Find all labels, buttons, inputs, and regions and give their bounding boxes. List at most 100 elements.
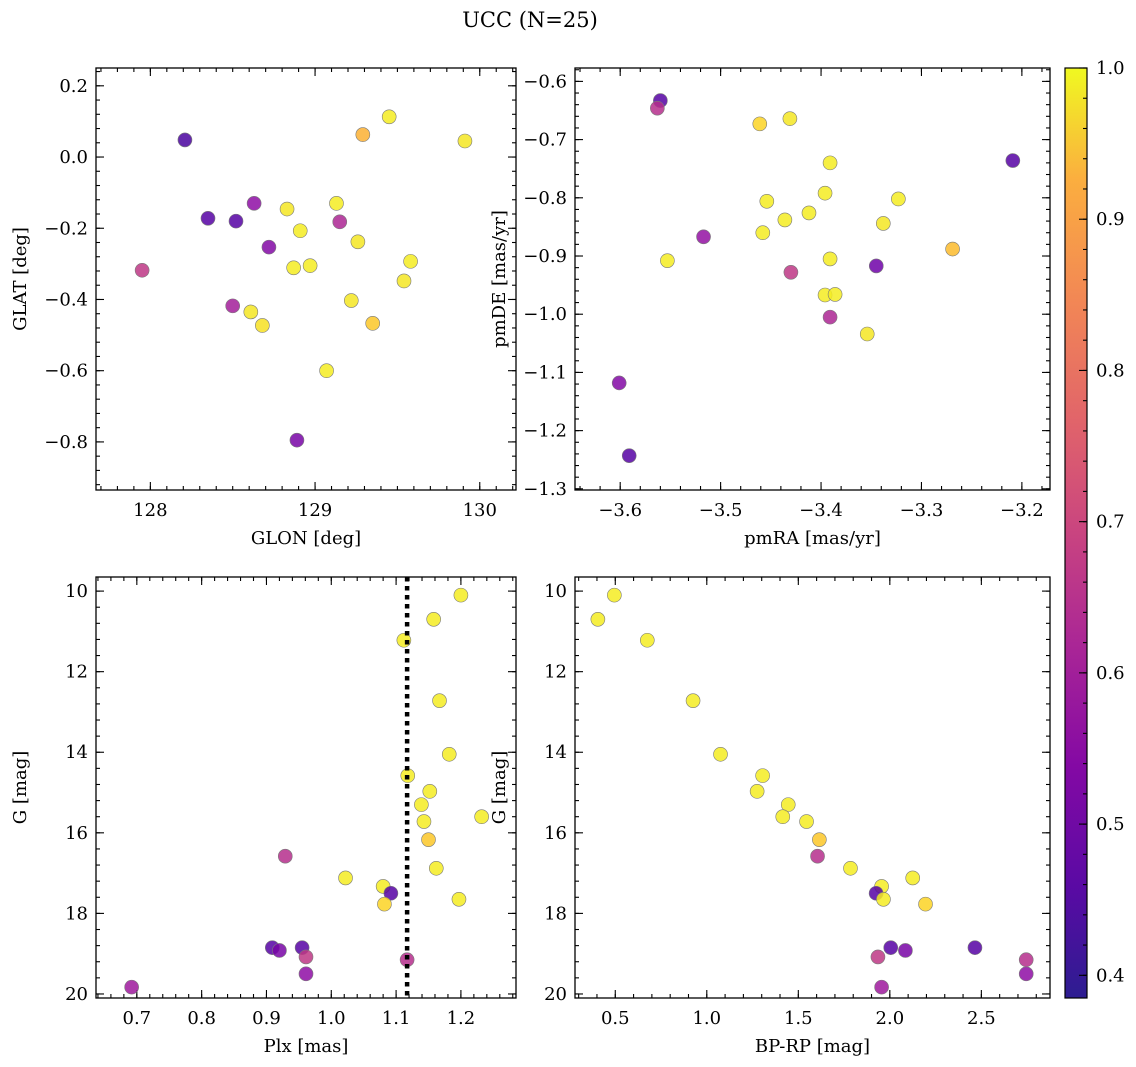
x-tick-label: 2.5 (967, 1008, 996, 1029)
x-tick-label: 1.2 (447, 1008, 476, 1029)
scatter-point (685, 693, 701, 708)
scatter-point (1018, 952, 1034, 968)
scatter-point (883, 940, 899, 955)
scatter-point (286, 260, 301, 276)
x-axis-label: BP-RP [mag] (755, 1036, 870, 1057)
colorbar-tick-label: 0.4 (1096, 965, 1125, 986)
colorbar-tick-label: 0.9 (1096, 209, 1125, 230)
scatter-point (817, 185, 833, 201)
colorbar-tick-label: 0.7 (1096, 512, 1125, 533)
panel-parallax-magnitude: 0.7 0.8 0.9 1.0 1.1 1.2 10 12 14 16 18 20 Plx [mas] G… (10, 576, 517, 1057)
x-axis-label: pmRA [mas/yr] (744, 528, 881, 549)
x-tick-label: 1.1 (382, 1008, 411, 1029)
scatter-point (426, 612, 441, 627)
scatter-point (891, 191, 906, 207)
x-tick-label: 0.8 (187, 1008, 216, 1029)
scatter-point (243, 304, 259, 320)
y-tick-label: 12 (544, 662, 567, 683)
figure-title: UCC (N=25) (462, 8, 598, 32)
scatter-point (302, 258, 318, 273)
scatter-point (277, 848, 293, 864)
scatter-point (783, 265, 799, 280)
scatter-point (134, 262, 150, 278)
scatter-point (1018, 966, 1034, 982)
y-tick-label: −0.6 (523, 71, 567, 92)
scatter-point (383, 885, 399, 901)
y-tick-label: −0.9 (523, 246, 567, 267)
y-tick-label: 14 (65, 742, 88, 763)
scatter-point (422, 784, 438, 799)
y-tick-label: −0.4 (44, 289, 88, 310)
scatter-point (822, 309, 838, 325)
scatter-point (590, 612, 606, 627)
scatter-point (338, 870, 353, 886)
scatter-point (377, 896, 392, 912)
y-tick-label: 20 (65, 984, 88, 1005)
y-tick-label: −0.2 (44, 218, 88, 239)
panel-galactic-coords: 128 129 130 0.2 0.0 −0.2 −0.4 −0.6 −0.8 GLON [deg… (10, 67, 517, 549)
x-tick-label: −3.2 (1000, 500, 1044, 521)
y-tick-label: 14 (544, 742, 567, 763)
y-axis-label: GLAT [deg] (10, 227, 31, 331)
scatter-point (474, 809, 489, 825)
x-axis-label: Plx [mas] (264, 1036, 349, 1057)
plot-frame (574, 67, 1051, 491)
scatter-point (859, 326, 875, 342)
y-tick-label: −0.6 (44, 361, 88, 382)
scatter-point (298, 966, 314, 982)
y-tick-label: −1.2 (523, 421, 567, 442)
scatter-point (777, 212, 793, 228)
y-axis-label: G [mag] (10, 751, 31, 824)
panel-proper-motion: −3.6 −3.5 −3.4 −3.3 −3.2 −0.6 −0.7 −0.8 −0.9 −1.0… (489, 67, 1051, 549)
y-tick-label: 18 (544, 903, 567, 924)
scatter-point (801, 205, 817, 221)
scatter-point (200, 210, 216, 226)
scatter-point (905, 870, 921, 886)
scatter-point (329, 196, 344, 211)
y-tick-label: 10 (544, 581, 567, 602)
scatter-point (255, 318, 270, 333)
scatter-point (428, 860, 444, 876)
scatter-point (421, 832, 436, 847)
scatter-point (355, 127, 371, 142)
y-tick-label: −1.0 (523, 304, 567, 325)
y-tick-label: 0.2 (59, 76, 88, 97)
plot-frame (95, 67, 517, 491)
y-tick-label: −1.3 (523, 479, 567, 500)
scatter-point (812, 832, 827, 847)
colorbar-gradient (1064, 67, 1088, 999)
x-tick-label: −3.3 (900, 500, 944, 521)
scatter-point (453, 587, 469, 603)
plot-frame (574, 576, 1051, 999)
scatter-point (775, 809, 791, 825)
scatter-point (755, 225, 771, 241)
scatter-point (365, 316, 381, 331)
y-tick-label: −0.8 (523, 188, 567, 209)
y-tick-label: −0.8 (44, 432, 88, 453)
scatter-point (713, 746, 728, 762)
x-tick-label: 0.9 (252, 1008, 281, 1029)
y-tick-label: 16 (65, 823, 88, 844)
scatter-point (432, 693, 447, 708)
panel-color-magnitude: 0.5 1.0 1.5 2.0 2.5 10 12 14 16 18 20 BP-RP [mag] G … (489, 576, 1051, 1057)
scatter-point (298, 949, 314, 965)
x-tick-label: 128 (133, 500, 167, 521)
scatter-point (898, 943, 913, 958)
scatter-point (640, 632, 655, 648)
x-tick-label: 1.0 (692, 1008, 721, 1029)
scatter-point (441, 746, 457, 762)
scatter-point (780, 797, 796, 812)
scatter-point (870, 949, 886, 965)
scatter-point (403, 254, 418, 269)
scatter-point (752, 116, 768, 132)
x-tick-label: 1.0 (317, 1008, 346, 1029)
scatter-point (350, 234, 366, 250)
scatter-point (945, 241, 960, 257)
scatter-point (451, 891, 467, 907)
scatter-point (810, 848, 825, 864)
x-tick-label: 129 (298, 500, 332, 521)
scatter-point (782, 111, 798, 126)
scatter-point (621, 448, 637, 463)
scatter-point (827, 287, 843, 302)
